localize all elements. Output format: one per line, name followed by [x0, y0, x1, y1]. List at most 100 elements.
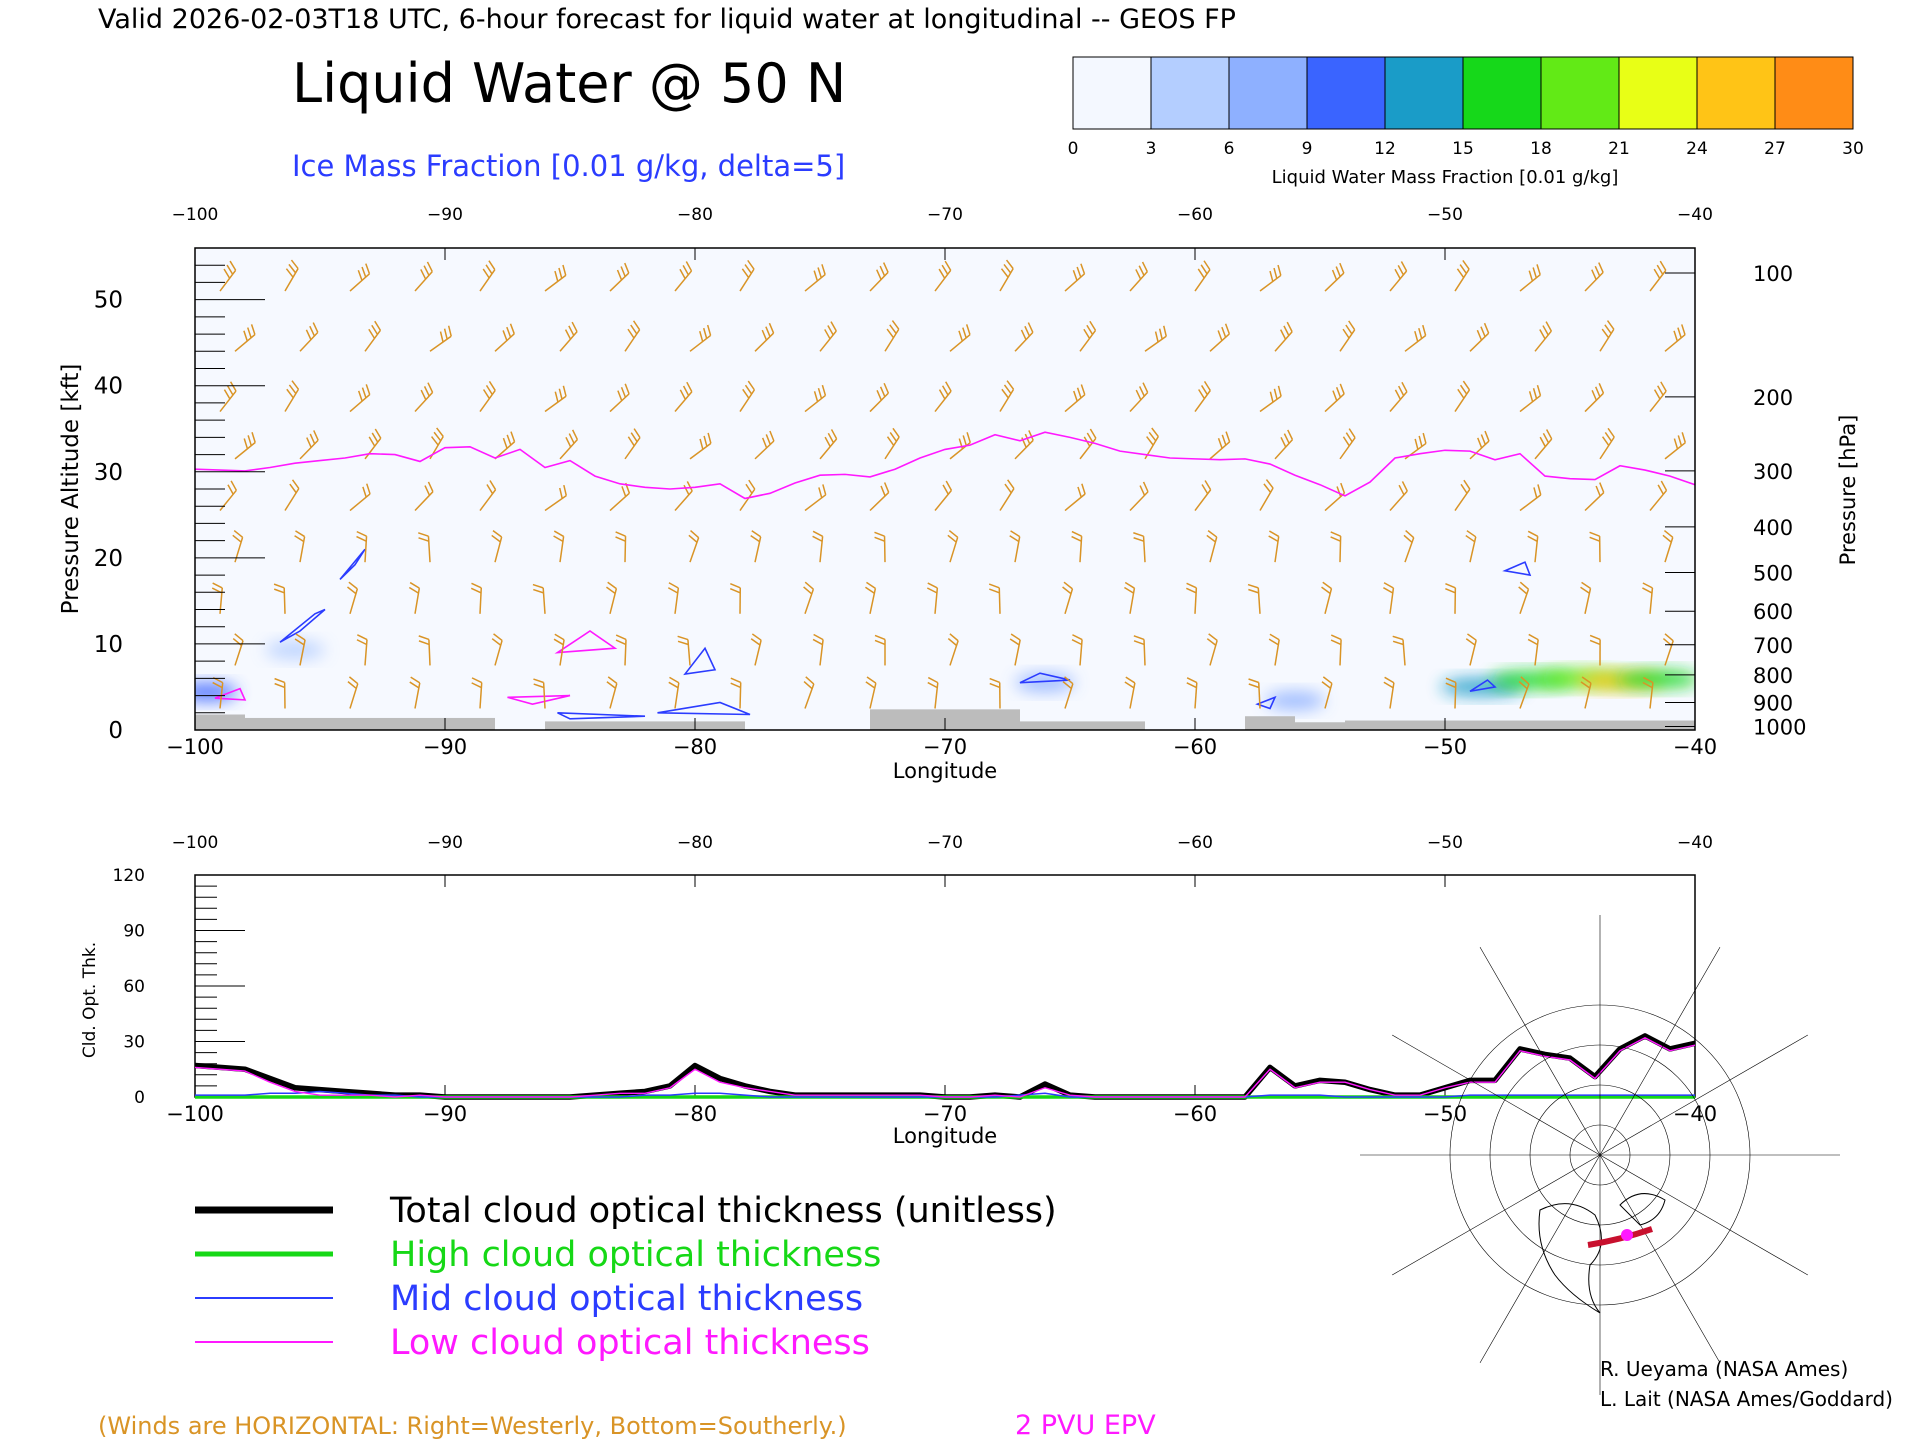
lower-plot-frame	[195, 875, 1695, 1097]
pressure-tick-label: 500	[1753, 561, 1793, 585]
x-tick-label: −80	[673, 735, 717, 759]
epv-legend-label: 2 PVU EPV	[1015, 1410, 1156, 1440]
lower-y-axis-label: Cld. Opt. Thk.	[80, 942, 100, 1058]
lower-x-tick-label: −60	[1173, 1102, 1217, 1126]
inset-location-marker	[1621, 1229, 1633, 1241]
lower-y-tick-label: 90	[123, 922, 145, 942]
liquid-water-blob	[265, 641, 325, 659]
wind-barb-shaft	[625, 536, 626, 562]
valid-line: Valid 2026-02-03T18 UTC, 6-hour forecast…	[98, 4, 1236, 35]
colorbar-swatch	[1619, 57, 1697, 129]
lower-x-tick-label: −90	[423, 1102, 467, 1126]
pressure-tick-label: 900	[1753, 691, 1793, 715]
lower-x-tick-label-top: −80	[677, 833, 713, 853]
colorbar-swatch	[1307, 57, 1385, 129]
lower-x-tick-label-top: −100	[172, 833, 219, 853]
y-tick-label: 50	[94, 288, 123, 314]
legend-label: Total cloud optical thickness (unitless)	[389, 1191, 1057, 1231]
wind-barb-shaft	[999, 588, 1000, 614]
colorbar-swatch	[1775, 57, 1853, 129]
winds-note: (Winds are HORIZONTAL: Right=Westerly, B…	[98, 1412, 847, 1440]
terrain-block	[245, 718, 495, 730]
main-x-axis-label: Longitude	[893, 759, 997, 783]
colorbar-tick-label: 12	[1374, 139, 1396, 159]
lower-x-tick-label-top: −40	[1677, 833, 1713, 853]
y-tick-label: 30	[94, 460, 123, 486]
colorbar-tick-label: 3	[1146, 139, 1157, 159]
colorbar-swatch	[1697, 57, 1775, 129]
lower-x-tick-label-top: −90	[427, 833, 463, 853]
terrain-block	[1295, 722, 1345, 730]
x-tick-label-top: −50	[1427, 205, 1463, 225]
colorbar-tick-label: 15	[1452, 139, 1474, 159]
lower-x-tick-label: −100	[166, 1102, 224, 1126]
x-tick-label: −70	[923, 735, 967, 759]
legend: Total cloud optical thickness (unitless)…	[195, 1191, 1057, 1363]
lower-y-tick-label: 30	[123, 1033, 145, 1053]
colorbar-tick-label: 6	[1224, 139, 1235, 159]
ice-fraction-label: Ice Mass Fraction [0.01 g/kg, delta=5]	[292, 149, 845, 183]
lower-x-tick-label: −50	[1423, 1102, 1467, 1126]
lower-y-tick-label: 60	[123, 977, 145, 997]
lower-y-tick-label: 0	[134, 1088, 145, 1108]
colorbar-tick-label: 9	[1302, 139, 1313, 159]
colorbar-swatch	[1151, 57, 1229, 129]
colorbar-label: Liquid Water Mass Fraction [0.01 g/kg]	[1272, 167, 1619, 188]
legend-label: Low cloud optical thickness	[390, 1323, 870, 1363]
colorbar-swatch	[1463, 57, 1541, 129]
y-tick-label: 40	[94, 374, 123, 400]
x-tick-label: −60	[1173, 735, 1217, 759]
pressure-tick-label: 200	[1753, 386, 1793, 410]
y-tick-label: 10	[94, 632, 123, 658]
lower-x-tick-label-top: −70	[927, 833, 963, 853]
terrain-block	[195, 715, 245, 730]
lower-x-axis-label: Longitude	[893, 1124, 997, 1148]
x-tick-label: −90	[423, 735, 467, 759]
wind-barb-shaft	[1340, 536, 1341, 562]
pressure-tick-label: 1000	[1753, 716, 1806, 740]
colorbar-tick-label: 0	[1068, 139, 1079, 159]
lower-y-tick-label: 120	[113, 866, 145, 886]
colorbar-swatch	[1385, 57, 1463, 129]
x-tick-label-top: −40	[1677, 205, 1713, 225]
colorbar-tick-label: 18	[1530, 139, 1552, 159]
x-tick-label: −100	[166, 735, 224, 759]
pressure-tick-label: 400	[1753, 516, 1793, 540]
lower-x-tick-label: −40	[1673, 1102, 1717, 1126]
optical-thickness-panel: −100−100−90−90−80−80−70−70−60−60−50−50−4…	[113, 833, 1718, 1126]
terrain-block	[1020, 721, 1145, 730]
liquid-water-blob	[1616, 670, 1700, 688]
main-y-right-axis-label: Pressure [hPa]	[1836, 415, 1860, 566]
x-tick-label: −50	[1423, 735, 1467, 759]
x-tick-label-top: −80	[677, 205, 713, 225]
colorbar-swatch	[1229, 57, 1307, 129]
wind-barb-shaft	[740, 682, 741, 708]
terrain-block	[1345, 721, 1695, 730]
main-y-axis-label: Pressure Altitude [kft]	[58, 364, 84, 615]
lower-x-tick-label: −80	[673, 1102, 717, 1126]
x-tick-label-top: −90	[427, 205, 463, 225]
colorbar-swatch	[1073, 57, 1151, 129]
legend-label: High cloud optical thickness	[390, 1235, 881, 1275]
lower-x-tick-label-top: −50	[1427, 833, 1463, 853]
pressure-tick-label: 300	[1753, 460, 1793, 484]
main-panel: −100−100−90−90−80−80−70−70−60−60−50−50−4…	[94, 205, 1807, 759]
x-tick-label-top: −70	[927, 205, 963, 225]
colorbar-tick-label: 27	[1764, 139, 1786, 159]
legend-label: Mid cloud optical thickness	[390, 1279, 863, 1319]
credit-line-2: L. Lait (NASA Ames/Goddard)	[1600, 1387, 1893, 1411]
terrain-block	[545, 721, 745, 730]
terrain-block	[1245, 716, 1295, 730]
pressure-tick-label: 100	[1753, 262, 1793, 286]
colorbar-swatch	[1541, 57, 1619, 129]
x-tick-label-top: −100	[172, 205, 219, 225]
pressure-tick-label: 800	[1753, 664, 1793, 688]
credit-line-1: R. Ueyama (NASA Ames)	[1600, 1357, 1848, 1381]
lower-x-tick-label-top: −60	[1177, 833, 1213, 853]
page-title: Liquid Water @ 50 N	[292, 52, 846, 115]
colorbar-tick-label: 24	[1686, 139, 1708, 159]
wind-barb-shaft	[1144, 639, 1145, 665]
